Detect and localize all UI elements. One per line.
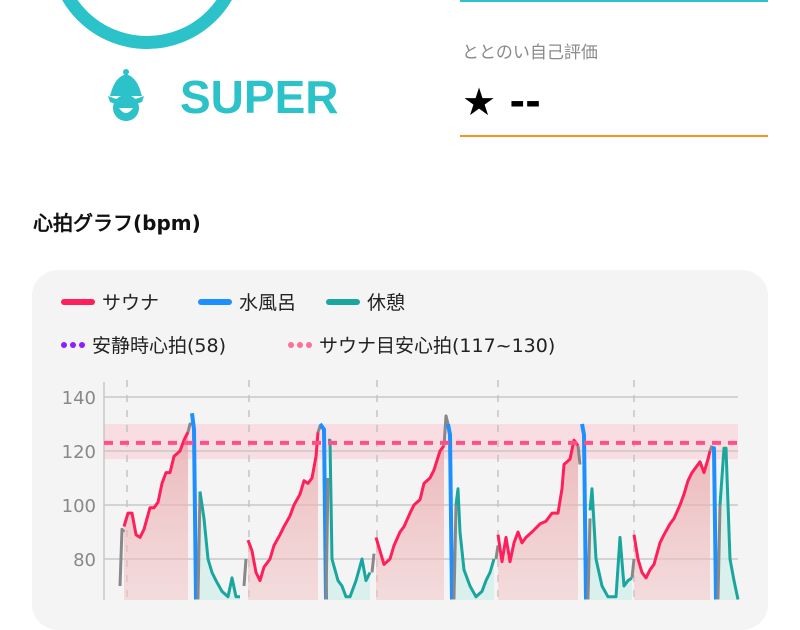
transition-line — [442, 414, 450, 446]
transition-line — [316, 426, 322, 433]
water-line — [190, 412, 198, 600]
star-icon: ★ — [462, 80, 497, 124]
legend-resting-hr: 安静時心拍(58) — [61, 331, 226, 358]
rest-line — [328, 438, 372, 599]
legend-rest: 休憩 — [326, 288, 405, 315]
target-swatch — [288, 341, 312, 348]
legend-target: サウナ目安心拍(117~130) — [288, 331, 555, 358]
rest-area-fill — [456, 488, 494, 600]
transition-line — [630, 558, 636, 579]
rest-line — [588, 487, 633, 599]
sauna-hat-logo-icon — [108, 69, 144, 121]
self-rating-label: ととのい自己評価 — [462, 43, 598, 63]
sauna-line — [246, 431, 320, 583]
rest-area-fill — [328, 440, 370, 600]
rating-underline — [460, 135, 768, 137]
resting-hr-swatch — [61, 341, 85, 348]
legend-label: サウナ — [102, 292, 160, 314]
legend-sauna: サウナ — [61, 288, 159, 315]
sauna-area-fill — [498, 440, 578, 600]
transition-line — [242, 558, 248, 587]
legend-label: サウナ目安心拍(117~130) — [319, 335, 556, 357]
sauna-area-fill — [124, 432, 188, 600]
transition-line — [118, 527, 126, 587]
transition-line — [708, 445, 714, 452]
sauna-line — [122, 431, 190, 539]
y-tick-label: 140 — [62, 388, 96, 409]
sauna-area-fill — [376, 445, 444, 600]
transition-line — [586, 518, 592, 600]
transition-line — [452, 504, 458, 600]
y-tick-label: 100 — [62, 496, 96, 517]
sauna-area-fill — [634, 451, 710, 600]
target-zone-band — [104, 424, 738, 460]
transition-line — [370, 553, 376, 573]
graph-title: 心拍グラフ(bpm) — [33, 211, 201, 235]
transition-line — [576, 445, 582, 465]
legend-water: 水風呂 — [198, 288, 296, 315]
water-line — [712, 446, 718, 600]
rest-line — [718, 446, 740, 600]
legend-label: 休憩 — [367, 292, 406, 314]
divider — [460, 0, 768, 2]
heart-rate-chart: 140 120 100 80 — [62, 380, 740, 600]
legend-label: 安静時心拍(58) — [92, 335, 227, 357]
y-tick-label: 120 — [62, 442, 96, 463]
transition-line — [324, 477, 330, 600]
sauna-line — [374, 444, 446, 566]
level-label: SUPER — [180, 71, 339, 123]
self-rating-value[interactable]: ★ -- — [462, 80, 541, 124]
rating-value: -- — [509, 80, 541, 124]
water-line — [318, 422, 328, 600]
sauna-swatch — [61, 298, 95, 305]
transition-line — [716, 504, 722, 600]
rest-area-fill — [200, 491, 240, 600]
sauna-line — [632, 450, 712, 580]
rest-line — [198, 491, 240, 599]
water-line — [580, 423, 588, 600]
water-swatch — [198, 298, 232, 305]
rest-area-fill — [720, 448, 738, 600]
water-line — [446, 423, 454, 600]
sauna-line — [496, 438, 580, 564]
rest-swatch — [326, 298, 360, 305]
sauna-area-fill — [248, 432, 318, 600]
rest-line — [454, 487, 496, 599]
transition-line — [196, 491, 202, 600]
transition-line — [494, 545, 500, 560]
legend-label: 水風呂 — [239, 292, 297, 314]
y-tick-label: 80 — [73, 550, 96, 571]
